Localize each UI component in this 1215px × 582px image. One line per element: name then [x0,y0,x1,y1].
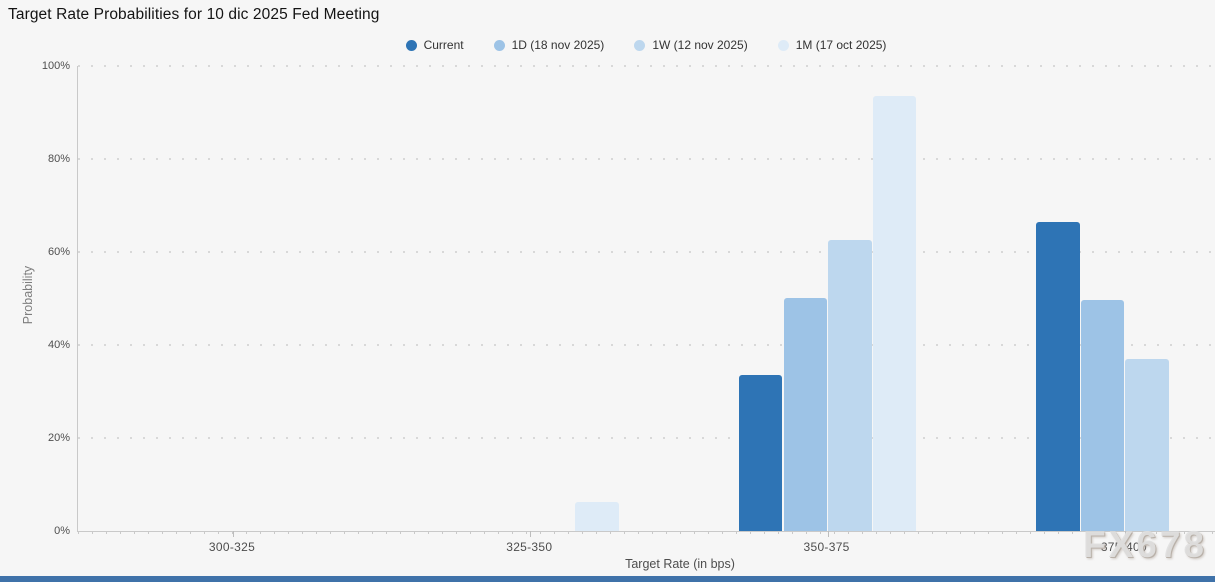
category-label-375-400: 375-400 [1100,540,1147,554]
y-tick-label-100: 100% [41,60,70,72]
chart-title: Target Rate Probabilities for 10 dic 202… [8,6,380,23]
y-tick-label-80: 80% [47,153,70,165]
x-axis-tick [827,531,829,537]
bar-1m-350-375[interactable] [872,95,917,531]
gridline-20 [78,437,1215,439]
gridline-100 [78,65,1215,67]
legend-item-1d[interactable]: 1D (18 nov 2025) [493,38,605,52]
x-axis-tick [233,531,234,537]
bar-current-350-375[interactable] [738,375,783,531]
bar-1d-375-400[interactable] [1080,299,1125,531]
gridline-80 [78,158,1215,160]
x-axis-minor-ticks [78,531,1215,534]
legend-item-label: 1W (12 nov 2025) [652,38,748,52]
y-tick-label-20: 20% [47,432,70,444]
y-axis-title: Probability [21,265,35,325]
legend: Current 1D (18 nov 2025) 1W (12 nov 2025) 1… [77,34,1215,56]
bar-1d-350-375[interactable] [783,298,828,531]
plot-area [77,65,1215,537]
y-tick-label-40: 40% [47,339,70,351]
gridline-40 [78,344,1215,346]
x-axis-title: Target Rate (in bps) [625,557,735,571]
legend-item-1w[interactable]: 1W (12 nov 2025) [634,38,748,52]
category-label-350-375: 350-375 [803,540,850,554]
x-axis-tick [530,531,532,537]
y-tick-label-60: 60% [47,246,70,258]
legend-item-label: Current [423,38,464,52]
legend-item-1m[interactable]: 1M (17 oct 2025) [777,38,887,52]
bar-1m-325-350[interactable] [575,502,619,531]
category-label-325-350: 325-350 [506,540,553,554]
legend-series-dot-icon [405,39,417,51]
legend-item-label: 1M (17 oct 2025) [795,38,887,52]
legend-item-current[interactable]: Current [405,38,464,52]
legend-series-dot-icon [634,39,646,51]
legend-series-dot-icon [777,39,789,51]
legend-series-dot-icon [493,39,505,51]
x-axis-tick [1124,531,1126,537]
gridline-60 [78,251,1215,253]
bar-1w-350-375[interactable] [828,239,872,531]
category-label-300-325: 300-325 [208,540,256,554]
bar-1w-375-400[interactable] [1125,359,1169,531]
footer-bar [0,576,1215,582]
legend-item-label: 1D (18 nov 2025) [511,38,605,52]
bar-current-375-400[interactable] [1036,221,1080,531]
y-tick-label-0: 0% [54,525,70,537]
